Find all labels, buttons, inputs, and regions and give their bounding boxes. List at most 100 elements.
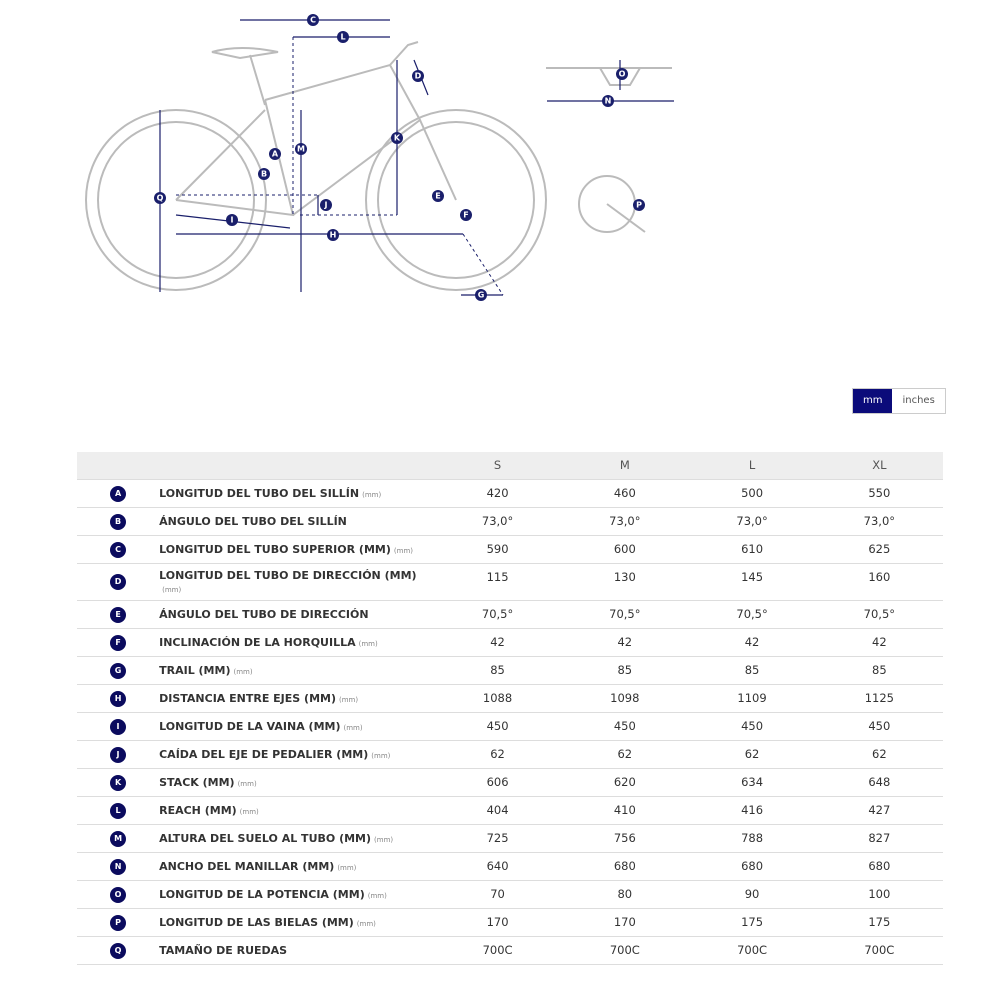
letter-cell: O	[77, 880, 160, 909]
value-cell: 62	[433, 740, 562, 769]
unit-label: (mm)	[339, 695, 359, 704]
label-letter: N	[605, 97, 612, 106]
name-cell: ALTURA DEL SUELO AL TUBO (MM) (mm)	[159, 824, 434, 853]
letter-badge: L	[110, 802, 127, 819]
letter-badge: F	[110, 634, 127, 651]
label-letter: D	[415, 72, 422, 81]
value-cell: 62	[561, 740, 689, 769]
label-badge	[327, 229, 339, 241]
rear-wheel	[85, 109, 267, 291]
frame	[175, 41, 457, 217]
letter-badge: N	[110, 858, 127, 875]
value-cell: 404	[433, 796, 562, 825]
letter-badge: E	[110, 606, 127, 623]
size-header: M	[561, 452, 689, 480]
letter-badge: B	[110, 513, 127, 530]
letter-cell: K	[77, 768, 160, 797]
label-badge	[307, 14, 319, 26]
table-row: D LONGITUD DEL TUBO DE DIRECCIÓN (MM) (mm)…	[77, 563, 943, 601]
measure-name: LONGITUD DE LAS BIELAS (MM)	[159, 915, 354, 929]
measure-name: ÁNGULO DEL TUBO DEL SILLÍN	[159, 514, 347, 528]
letter-cell: C	[77, 535, 160, 564]
unit-option[interactable]: inches	[902, 395, 935, 406]
handlebar	[546, 67, 672, 86]
unit-label: (mm)	[237, 779, 257, 788]
letter-badge: C	[110, 541, 127, 558]
value-cell: 640	[433, 852, 562, 881]
value-cell: 610	[688, 535, 816, 564]
value-cell: 73,0°	[688, 507, 816, 536]
name-cell: LONGITUD DEL TUBO DE DIRECCIÓN (MM) (mm)	[159, 563, 434, 601]
value-cell: 115	[433, 563, 562, 601]
unit-label: (mm)	[393, 546, 413, 555]
table-body: A LONGITUD DEL TUBO DEL SILLÍN (mm) 420 460 5…	[77, 479, 943, 965]
measure-name: LONGITUD DE LA VAINA (MM)	[159, 719, 341, 733]
unit-label: (mm)	[367, 891, 387, 900]
name-cell: ANCHO DEL MANILLAR (MM) (mm)	[159, 852, 434, 881]
letter-badge: J	[110, 746, 127, 763]
measure-name: ANCHO DEL MANILLAR (MM)	[159, 859, 335, 873]
label-badge	[432, 190, 444, 202]
measure-name: STACK (MM)	[159, 775, 235, 789]
value-cell: 700C	[433, 936, 562, 965]
value-cell: 725	[433, 824, 562, 853]
unit-label: (mm)	[362, 490, 382, 499]
unit-option[interactable]: mm	[853, 389, 893, 413]
value-cell: 1109	[688, 684, 816, 713]
value-cell: 634	[688, 768, 816, 797]
label-badge	[226, 214, 238, 226]
label-badge	[475, 289, 487, 301]
table-row: A LONGITUD DEL TUBO DEL SILLÍN (mm) 420 460 5…	[77, 479, 943, 508]
label-badge	[295, 143, 307, 155]
value-cell: 62	[815, 740, 943, 769]
letter-cell: A	[77, 479, 160, 508]
header-cell	[77, 452, 160, 480]
table-row: L REACH (MM) (mm) 404 410 416 427	[77, 796, 943, 825]
letter-badge: O	[110, 886, 127, 903]
letter-cell: I	[77, 712, 160, 741]
value-cell: 450	[433, 712, 562, 741]
measure-name: DISTANCIA ENTRE EJES (MM)	[159, 691, 336, 705]
value-cell: 170	[433, 908, 562, 937]
value-cell: 700C	[688, 936, 816, 965]
header-cell	[159, 452, 434, 480]
measure-name: LONGITUD DEL TUBO SUPERIOR (MM)	[159, 542, 391, 556]
measure-name: ÁNGULO DEL TUBO DE DIRECCIÓN	[159, 607, 369, 621]
label-letter: O	[619, 70, 626, 79]
label-badge	[337, 31, 349, 43]
letter-badge: A	[110, 485, 127, 502]
measure-name: REACH (MM)	[159, 803, 237, 817]
value-cell: 175	[688, 908, 816, 937]
value-cell: 1098	[561, 684, 689, 713]
label-badge	[412, 70, 424, 82]
table-row: O LONGITUD DE LA POTENCIA (MM) (mm) 70 80 90 1…	[77, 880, 943, 909]
geometry-table: S M L XL A LONGITUD DEL TUBO DEL SILLÍN (mm) 4…	[77, 452, 943, 965]
value-cell: 130	[561, 563, 689, 601]
measure-name: LONGITUD DEL TUBO DE DIRECCIÓN (MM)	[159, 568, 417, 582]
table-row: P LONGITUD DE LAS BIELAS (MM) (mm) 170 170 17…	[77, 908, 943, 937]
letter-cell: E	[77, 600, 160, 629]
measure-name: CAÍDA DEL EJE DE PEDALIER (MM)	[159, 747, 369, 761]
value-cell: 625	[815, 535, 943, 564]
label-badge	[616, 68, 628, 80]
value-cell: 1088	[433, 684, 562, 713]
letter-cell: D	[77, 563, 160, 601]
label-letter: H	[330, 231, 337, 240]
table-row: F INCLINACIÓN DE LA HORQUILLA (mm) 42 42 42 42	[77, 628, 943, 657]
header-row: S M L XL	[77, 452, 943, 480]
measure-name: TRAIL (MM)	[159, 663, 231, 677]
letter-cell: F	[77, 628, 160, 657]
table-head: S M L XL	[77, 452, 943, 480]
name-cell: LONGITUD DEL TUBO DEL SILLÍN (mm)	[159, 479, 434, 508]
value-cell: 70,5°	[561, 600, 689, 629]
label-letter: P	[636, 201, 642, 210]
label-badge	[154, 192, 166, 204]
value-cell: 450	[815, 712, 943, 741]
label-badge	[633, 199, 645, 211]
label-letter: J	[324, 201, 328, 210]
letter-cell: M	[77, 824, 160, 853]
letter-cell: N	[77, 852, 160, 881]
guide-lines	[176, 37, 504, 296]
measure-name: INCLINACIÓN DE LA HORQUILLA	[159, 635, 356, 649]
value-cell: 427	[815, 796, 943, 825]
